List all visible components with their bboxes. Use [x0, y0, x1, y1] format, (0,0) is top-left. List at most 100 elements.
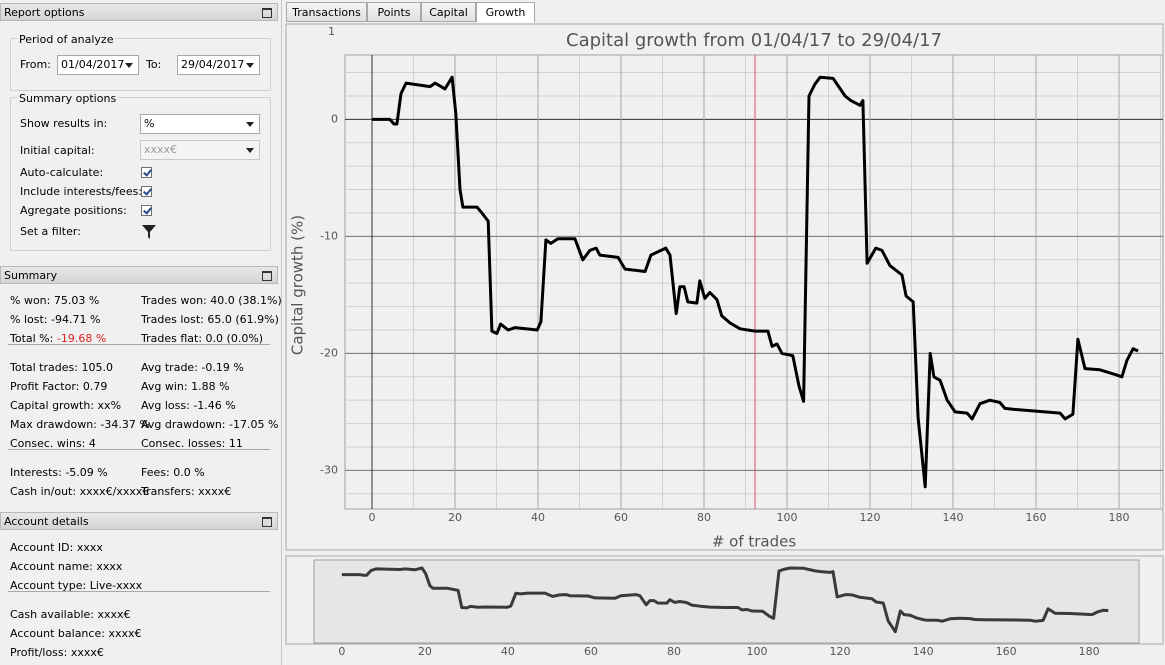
- info-label: % won:: [10, 294, 51, 307]
- line-series: [372, 75, 1139, 489]
- info-label: Profit/loss:: [10, 646, 68, 659]
- info-label: Avg loss:: [141, 399, 190, 412]
- plot-area: [313, 559, 1140, 644]
- checkbox[interactable]: [141, 167, 152, 178]
- x-tick-label: 180: [1109, 511, 1130, 524]
- info-value: -0.19 %: [201, 361, 244, 374]
- x-tick-label: 160: [996, 645, 1017, 658]
- info-item: Account balance: xxxx€: [10, 627, 141, 640]
- info-value: 0.79: [82, 380, 108, 393]
- info-label: Fees:: [141, 466, 170, 479]
- info-value: -17.05 %: [229, 418, 279, 431]
- x-tick-label: 80: [697, 511, 711, 524]
- info-value: -19.68 %: [56, 332, 107, 345]
- info-value: 0.0 %: [173, 466, 205, 479]
- info-item: Fees: 0.0 %: [141, 466, 205, 479]
- info-value: -1.46 %: [193, 399, 236, 412]
- separator: [8, 591, 270, 592]
- y-tick-label: -30: [320, 463, 338, 476]
- corner-label: 1: [328, 25, 335, 38]
- info-value: 0.0 (0.0%): [205, 332, 264, 345]
- y-tick-label: -10: [320, 229, 338, 242]
- x-tick-label: 120: [830, 645, 851, 658]
- info-value: xxxx€/xxxx€: [79, 485, 150, 498]
- group-title: Summary options: [17, 92, 119, 105]
- results-unit[interactable]: %: [140, 114, 260, 134]
- from-date[interactable]: 01/04/2017: [57, 55, 139, 75]
- info-label: Profit Factor:: [10, 380, 80, 393]
- info-item: Avg drawdown: -17.05 %: [141, 418, 278, 431]
- info-label: Consec. losses:: [141, 437, 226, 450]
- info-item: Max drawdown: -34.37 %: [10, 418, 150, 431]
- info-value: -34.37 %: [100, 418, 150, 431]
- info-value: xxxx: [76, 541, 103, 554]
- x-tick-label: 80: [667, 645, 681, 658]
- info-item: Trades lost: 65.0 (61.9%): [141, 313, 279, 326]
- info-value: xxxx€: [198, 485, 232, 498]
- tab[interactable]: Growth: [476, 2, 535, 23]
- report-options-header[interactable]: Report options: [0, 3, 278, 21]
- info-item: Avg trade: -0.19 %: [141, 361, 244, 374]
- info-item: % lost: -94.71 %: [10, 313, 100, 326]
- group-title: Period of analyze: [17, 33, 116, 46]
- info-item: Trades won: 40.0 (38.1%): [141, 294, 282, 307]
- label: Include interests/fees:: [20, 185, 143, 198]
- x-tick-label: 120: [859, 511, 880, 524]
- label: Initial capital:: [20, 144, 95, 157]
- info-label: Account balance:: [10, 627, 105, 640]
- to-date[interactable]: 29/04/2017: [177, 55, 260, 75]
- x-tick-label: 20: [418, 645, 432, 658]
- checkbox[interactable]: [141, 205, 152, 216]
- info-item: Consec. losses: 11: [141, 437, 243, 450]
- checkbox[interactable]: [141, 186, 152, 197]
- info-value: -94.71 %: [51, 313, 101, 326]
- info-label: Trades flat:: [141, 332, 203, 345]
- x-tick-label: 0: [368, 511, 375, 524]
- account-header[interactable]: Account details: [0, 512, 278, 530]
- tab[interactable]: Transactions: [286, 2, 367, 22]
- info-label: Trades lost:: [141, 313, 204, 326]
- y-tick-label: -20: [320, 346, 338, 359]
- chart-title: Capital growth from 01/04/17 to 29/04/17: [566, 30, 942, 51]
- summary-header[interactable]: Summary: [0, 266, 278, 284]
- info-value: 40.0 (38.1%): [210, 294, 282, 307]
- info-label: Cash available:: [10, 608, 94, 621]
- chart: Capital growth from 01/04/17 to 29/04/17…: [285, 23, 1164, 658]
- x-tick-label: 140: [913, 645, 934, 658]
- label: To:: [146, 58, 162, 71]
- y-tick-label: 0: [331, 112, 338, 125]
- filter-icon[interactable]: [141, 223, 157, 241]
- info-value: 75.03 %: [53, 294, 100, 307]
- info-item: Interests: -5.09 %: [10, 466, 108, 479]
- tab[interactable]: Capital: [421, 2, 476, 22]
- info-label: % lost:: [10, 313, 48, 326]
- x-tick-label: 40: [531, 511, 545, 524]
- tab[interactable]: Points: [367, 2, 421, 22]
- info-label: Transfers:: [141, 485, 195, 498]
- info-item: Transfers: xxxx€: [141, 485, 231, 498]
- info-label: Account type:: [10, 579, 87, 592]
- info-label: Total trades:: [10, 361, 78, 374]
- info-item: Total trades: 105.0: [10, 361, 113, 374]
- info-value: -5.09 %: [65, 466, 108, 479]
- info-value: xx%: [97, 399, 122, 412]
- info-value: 4: [88, 437, 96, 450]
- x-axis-label: # of trades: [712, 533, 797, 551]
- info-item: Cash in/out: xxxx€/xxxx€: [10, 485, 149, 498]
- label: Set a filter:: [20, 225, 81, 238]
- x-tick-label: 180: [1079, 645, 1100, 658]
- info-label: Capital growth:: [10, 399, 95, 412]
- info-label: Account name:: [10, 560, 93, 573]
- info-value: xxxx€: [108, 627, 142, 640]
- info-value: 11: [228, 437, 243, 450]
- info-item: Account ID: xxxx: [10, 541, 103, 554]
- info-value: 1.88 %: [191, 380, 230, 393]
- summary-options-group: [10, 97, 271, 251]
- info-value: Live-xxxx: [89, 579, 143, 592]
- label: Auto-calculate:: [20, 166, 104, 179]
- label: From:: [20, 58, 51, 71]
- info-label: Avg trade:: [141, 361, 198, 374]
- y-axis-label: Capital growth (%): [289, 215, 307, 355]
- info-item: % won: 75.03 %: [10, 294, 99, 307]
- period-group: [10, 38, 271, 91]
